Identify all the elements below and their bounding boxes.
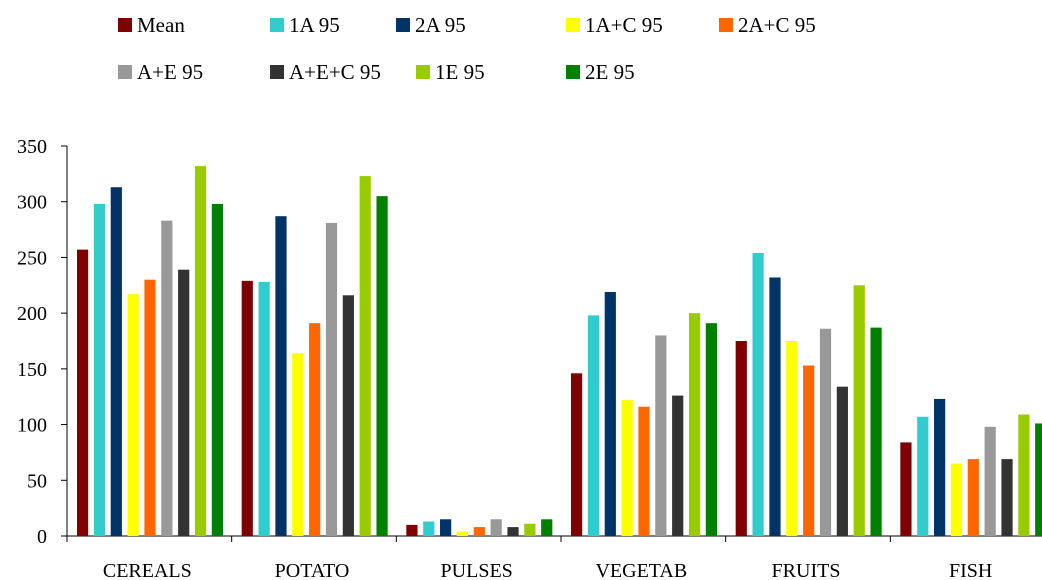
y-tick-label: 200 [17, 303, 47, 325]
bar [144, 279, 156, 536]
bar [769, 277, 781, 536]
legend-swatch [566, 65, 580, 79]
y-tick-label: 250 [17, 247, 47, 269]
bar [621, 400, 633, 536]
bar [406, 524, 418, 536]
bar [292, 353, 304, 536]
bar [1018, 414, 1030, 536]
bars [77, 166, 1042, 537]
legend: Mean 1A 95 2A 95 1A+C 95 2A+C 95 A+E 95 A+E+C … [118, 13, 816, 84]
bar [194, 166, 207, 536]
bar [984, 426, 996, 536]
legend-swatch [118, 65, 132, 79]
bar [325, 222, 338, 536]
legend-swatch [270, 65, 284, 79]
x-tick-label: POTATO [275, 560, 350, 580]
bar [819, 328, 832, 536]
legend-swatch [270, 18, 284, 32]
bar [77, 249, 89, 536]
bar [490, 519, 502, 536]
bar [870, 327, 882, 536]
legend-label: A+E 95 [137, 60, 203, 84]
bar [638, 406, 650, 536]
bar [456, 531, 469, 536]
x-axis: CEREALS POTATO PULSES VEGETAB FRUITS FISH [66, 535, 1042, 580]
bar [110, 187, 122, 537]
bar [1001, 459, 1013, 536]
bar [752, 252, 764, 536]
bar [507, 527, 519, 536]
bar [853, 285, 865, 536]
x-tick-label: FISH [949, 560, 992, 580]
bar [275, 216, 287, 536]
y-tick-label: 350 [17, 136, 47, 158]
x-tick-label: CEREALS [103, 560, 192, 580]
bar [93, 203, 106, 536]
legend-swatch [396, 18, 410, 32]
y-tick-label: 0 [37, 526, 47, 548]
legend-label: 1A+C 95 [585, 13, 663, 37]
bar [440, 519, 452, 536]
y-tick-label: 50 [27, 470, 47, 492]
bar [376, 196, 388, 536]
bar [161, 220, 173, 536]
bar [672, 395, 684, 536]
bar [258, 281, 270, 536]
x-tick-label: VEGETAB [595, 560, 687, 580]
bar [934, 398, 946, 536]
bar [241, 280, 253, 536]
bar [309, 323, 321, 536]
bar [571, 373, 583, 536]
bar [803, 365, 815, 536]
bar [836, 386, 848, 536]
bar [917, 416, 929, 536]
bar [735, 341, 747, 536]
legend-label: 2E 95 [585, 60, 635, 84]
bar [211, 203, 223, 536]
bar [473, 527, 485, 536]
x-tick-label: FRUITS [772, 560, 841, 580]
bar [342, 295, 354, 536]
x-tick-label: PULSES [441, 560, 513, 580]
legend-label: 2A+C 95 [738, 13, 816, 37]
bar [655, 335, 667, 536]
legend-swatch [566, 18, 580, 32]
bar [178, 269, 190, 536]
legend-label: A+E+C 95 [289, 60, 381, 84]
y-tick-label: 300 [17, 192, 47, 214]
legend-label: 1A 95 [289, 13, 340, 37]
bar [587, 315, 600, 536]
legend-swatch [118, 18, 132, 32]
bar [900, 442, 912, 536]
bar [423, 521, 435, 536]
y-tick-label: 100 [17, 415, 47, 437]
legend-swatch [416, 65, 430, 79]
bar [950, 463, 963, 536]
y-axis: 0 50 100 150 200 250 300 350 [17, 136, 68, 548]
bar [359, 176, 371, 536]
legend-label: 2A 95 [415, 13, 466, 37]
bar [786, 341, 798, 536]
bar [688, 313, 701, 536]
legend-label: Mean [137, 13, 185, 37]
legend-label: 1E 95 [435, 60, 485, 84]
bar [604, 291, 616, 536]
bar [1035, 423, 1042, 536]
plot-area: 0 50 100 150 200 250 300 350 CEREALS POTATO PULSE… [17, 136, 1042, 580]
bar [524, 523, 536, 536]
legend-swatch [719, 18, 733, 32]
bar [705, 323, 717, 536]
bar [541, 519, 553, 536]
y-tick-label: 150 [17, 359, 47, 381]
bar [967, 459, 979, 536]
bar [127, 294, 139, 536]
